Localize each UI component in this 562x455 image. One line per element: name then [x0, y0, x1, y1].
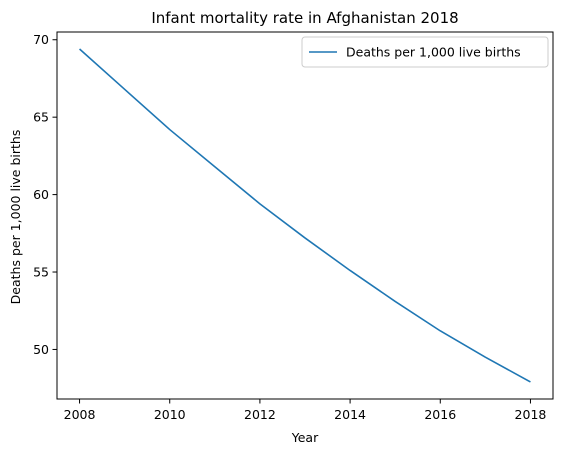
- x-axis-label: Year: [291, 430, 319, 445]
- x-tick-label-2014: 2014: [334, 407, 366, 422]
- x-tick-label-2016: 2016: [424, 407, 456, 422]
- x-tick-label-2018: 2018: [515, 407, 547, 422]
- x-tick-label-2008: 2008: [64, 407, 96, 422]
- x-tick-label-2012: 2012: [244, 407, 276, 422]
- y-tick-label-70: 70: [33, 32, 49, 47]
- y-tick-label-60: 60: [33, 187, 49, 202]
- y-tick-label-55: 55: [33, 265, 49, 280]
- legend-box: [301, 36, 549, 68]
- y-axis-label: Deaths per 1,000 live births: [8, 130, 23, 305]
- y-tick-label-65: 65: [33, 110, 49, 125]
- plot-area: [56, 31, 554, 400]
- y-tick-label-50: 50: [33, 342, 49, 357]
- legend-label: Deaths per 1,000 live births: [346, 45, 521, 60]
- chart-title: Infant mortality rate in Afghanistan 201…: [151, 9, 458, 27]
- axis-ticks: 2008 2010 2012 2014 2016 2018 50 55 60 65 70: [33, 32, 546, 422]
- legend: Deaths per 1,000 live births: [301, 36, 549, 68]
- series-line-0: [79, 48, 531, 383]
- x-tick-label-2010: 2010: [154, 407, 186, 422]
- plot-frame: [56, 31, 554, 400]
